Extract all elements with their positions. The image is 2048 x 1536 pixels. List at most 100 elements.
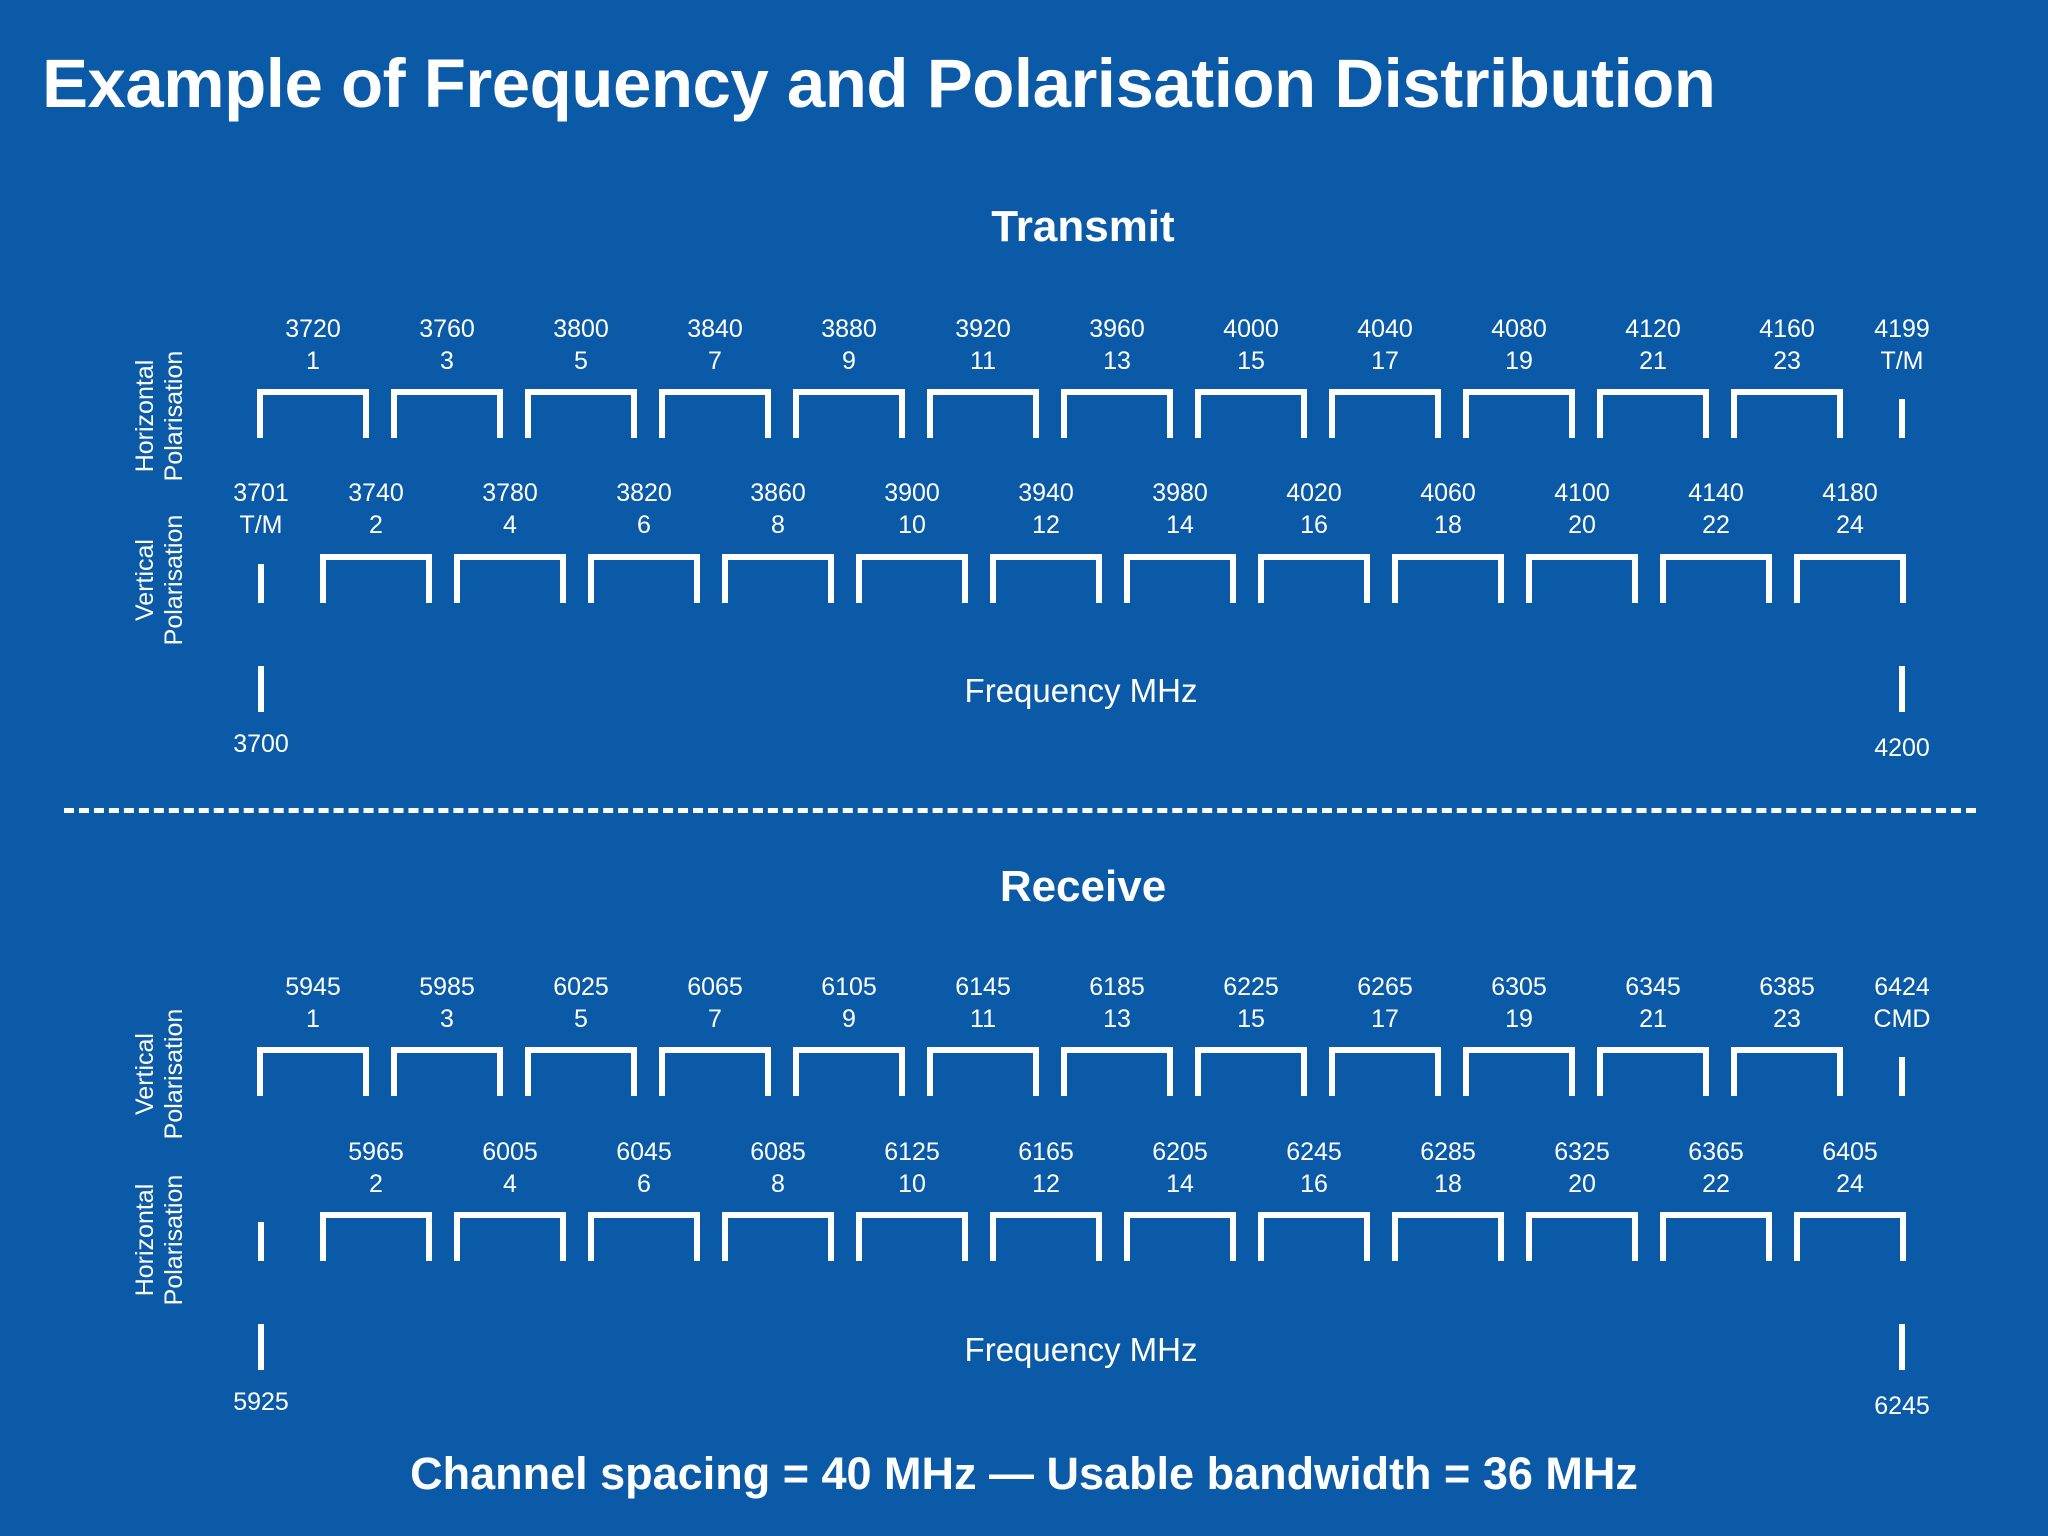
channel-frequency: 3840 (687, 315, 743, 343)
channel-label: 5985 3 (387, 971, 507, 1035)
transmit-upper-channel-bracket (1329, 389, 1441, 438)
receive-upper-channel-bracket (1195, 1047, 1307, 1096)
channel-label: 6005 4 (450, 1136, 570, 1200)
channel-label: 4020 16 (1254, 477, 1374, 541)
channel-label: 3840 7 (655, 313, 775, 377)
channel-number: 4 (503, 511, 517, 539)
channel-number: 19 (1505, 1005, 1533, 1033)
channel-number: CMD (1873, 1005, 1931, 1033)
channel-frequency: 3720 (285, 315, 341, 343)
channel-label: 4080 19 (1459, 313, 1579, 377)
channel-number: 10 (898, 1170, 926, 1198)
channel-label: 6245 16 (1254, 1136, 1374, 1200)
channel-frequency: 3760 (419, 315, 475, 343)
channel-number: 2 (369, 511, 383, 539)
channel-number: 18 (1434, 1170, 1462, 1198)
channel-label: 6405 24 (1790, 1136, 1910, 1200)
channel-frequency: 6025 (553, 973, 609, 1001)
receive-lower-channel-bracket (1526, 1212, 1638, 1261)
channel-frequency: 6285 (1420, 1138, 1476, 1166)
channel-number: 8 (771, 1170, 785, 1198)
channel-number: 18 (1434, 511, 1462, 539)
channel-frequency: 3880 (821, 315, 877, 343)
receive-upper-channel-bracket (1463, 1047, 1575, 1096)
channel-frequency: 4080 (1491, 315, 1547, 343)
channel-label: 3800 5 (521, 313, 641, 377)
channel-label: 6025 5 (521, 971, 641, 1035)
channel-frequency: 6325 (1554, 1138, 1610, 1166)
marker-label: 4199 T/M (1842, 313, 1962, 377)
transmit-lower-channel-bracket (454, 554, 566, 603)
channel-frequency: 3920 (955, 315, 1011, 343)
channel-label: 3780 4 (450, 477, 570, 541)
marker-label: 3701 T/M (201, 477, 321, 541)
channel-spacing-footnote: Channel spacing = 40 MHz — Usable bandwi… (410, 1448, 1638, 1499)
channel-number: 20 (1568, 511, 1596, 539)
channel-number: 9 (842, 347, 856, 375)
channel-frequency: 6145 (955, 973, 1011, 1001)
channel-frequency: 4120 (1625, 315, 1681, 343)
channel-frequency: 3820 (616, 479, 672, 507)
channel-frequency: 4180 (1822, 479, 1878, 507)
channel-number: 17 (1371, 1005, 1399, 1033)
transmit-upper-channel-bracket (257, 389, 369, 438)
channel-number: 2 (369, 1170, 383, 1198)
channel-number: 23 (1773, 1005, 1801, 1033)
channel-label: 6045 6 (584, 1136, 704, 1200)
channel-frequency: 6185 (1089, 973, 1145, 1001)
transmit-upper-channel-bracket (1195, 389, 1307, 438)
channel-frequency: 6385 (1759, 973, 1815, 1001)
channel-number: 5 (574, 347, 588, 375)
transmit-upper-channel-bracket (525, 389, 637, 438)
channel-label: 6265 17 (1325, 971, 1445, 1035)
channel-frequency: 3740 (348, 479, 404, 507)
receive-lower-channel-bracket (1392, 1212, 1504, 1261)
receive-lower-channel-bracket (454, 1212, 566, 1261)
channel-label: 3860 8 (718, 477, 838, 541)
receive-lower-channel-bracket (1660, 1212, 1772, 1261)
channel-frequency: 6105 (821, 973, 877, 1001)
channel-label: 6205 14 (1120, 1136, 1240, 1200)
channel-number: 13 (1103, 1005, 1131, 1033)
channel-frequency: 6065 (687, 973, 743, 1001)
receive-upper-channel-bracket (1061, 1047, 1173, 1096)
channel-label: 5945 1 (253, 971, 373, 1035)
channel-number: 13 (1103, 347, 1131, 375)
channel-frequency: 4199 (1874, 315, 1930, 343)
receive-band-end-label: 6245 (1874, 1392, 1930, 1420)
channel-label: 6085 8 (718, 1136, 838, 1200)
channel-label: 3920 11 (923, 313, 1043, 377)
receive-upper-channel-bracket (659, 1047, 771, 1096)
channel-label: 6305 19 (1459, 971, 1579, 1035)
channel-frequency: 5945 (285, 973, 341, 1001)
channel-frequency: 4100 (1554, 479, 1610, 507)
channel-frequency: 4000 (1223, 315, 1279, 343)
channel-number: 1 (306, 1005, 320, 1033)
channel-label: 6105 9 (789, 971, 909, 1035)
channel-number: 15 (1237, 1005, 1265, 1033)
channel-frequency: 6245 (1286, 1138, 1342, 1166)
transmit-lower-channel-bracket (990, 554, 1102, 603)
transmit-upper-channel-bracket (1597, 389, 1709, 438)
transmit-upper-channel-bracket (927, 389, 1039, 438)
channel-label: 6285 18 (1388, 1136, 1508, 1200)
receive-lower-channel-bracket (1124, 1212, 1236, 1261)
channel-frequency: 6085 (750, 1138, 806, 1166)
channel-frequency: 5985 (419, 973, 475, 1001)
channel-number: 1 (306, 347, 320, 375)
channel-label: 3940 12 (986, 477, 1106, 541)
channel-number: 7 (708, 347, 722, 375)
channel-number: 14 (1166, 1170, 1194, 1198)
channel-number: 22 (1702, 511, 1730, 539)
channel-number: T/M (239, 511, 283, 539)
marker-label: 6424 CMD (1842, 971, 1962, 1035)
receive-frequency-axis-label: Frequency MHz (964, 1331, 1198, 1368)
receive-lower-channel-bracket (1794, 1212, 1906, 1261)
channel-frequency: 6205 (1152, 1138, 1208, 1166)
section-divider (64, 808, 1976, 813)
channel-number: 17 (1371, 347, 1399, 375)
channel-label: 3760 3 (387, 313, 507, 377)
transmit-upper-channel-bracket (1731, 389, 1843, 438)
channel-frequency: 6265 (1357, 973, 1413, 1001)
